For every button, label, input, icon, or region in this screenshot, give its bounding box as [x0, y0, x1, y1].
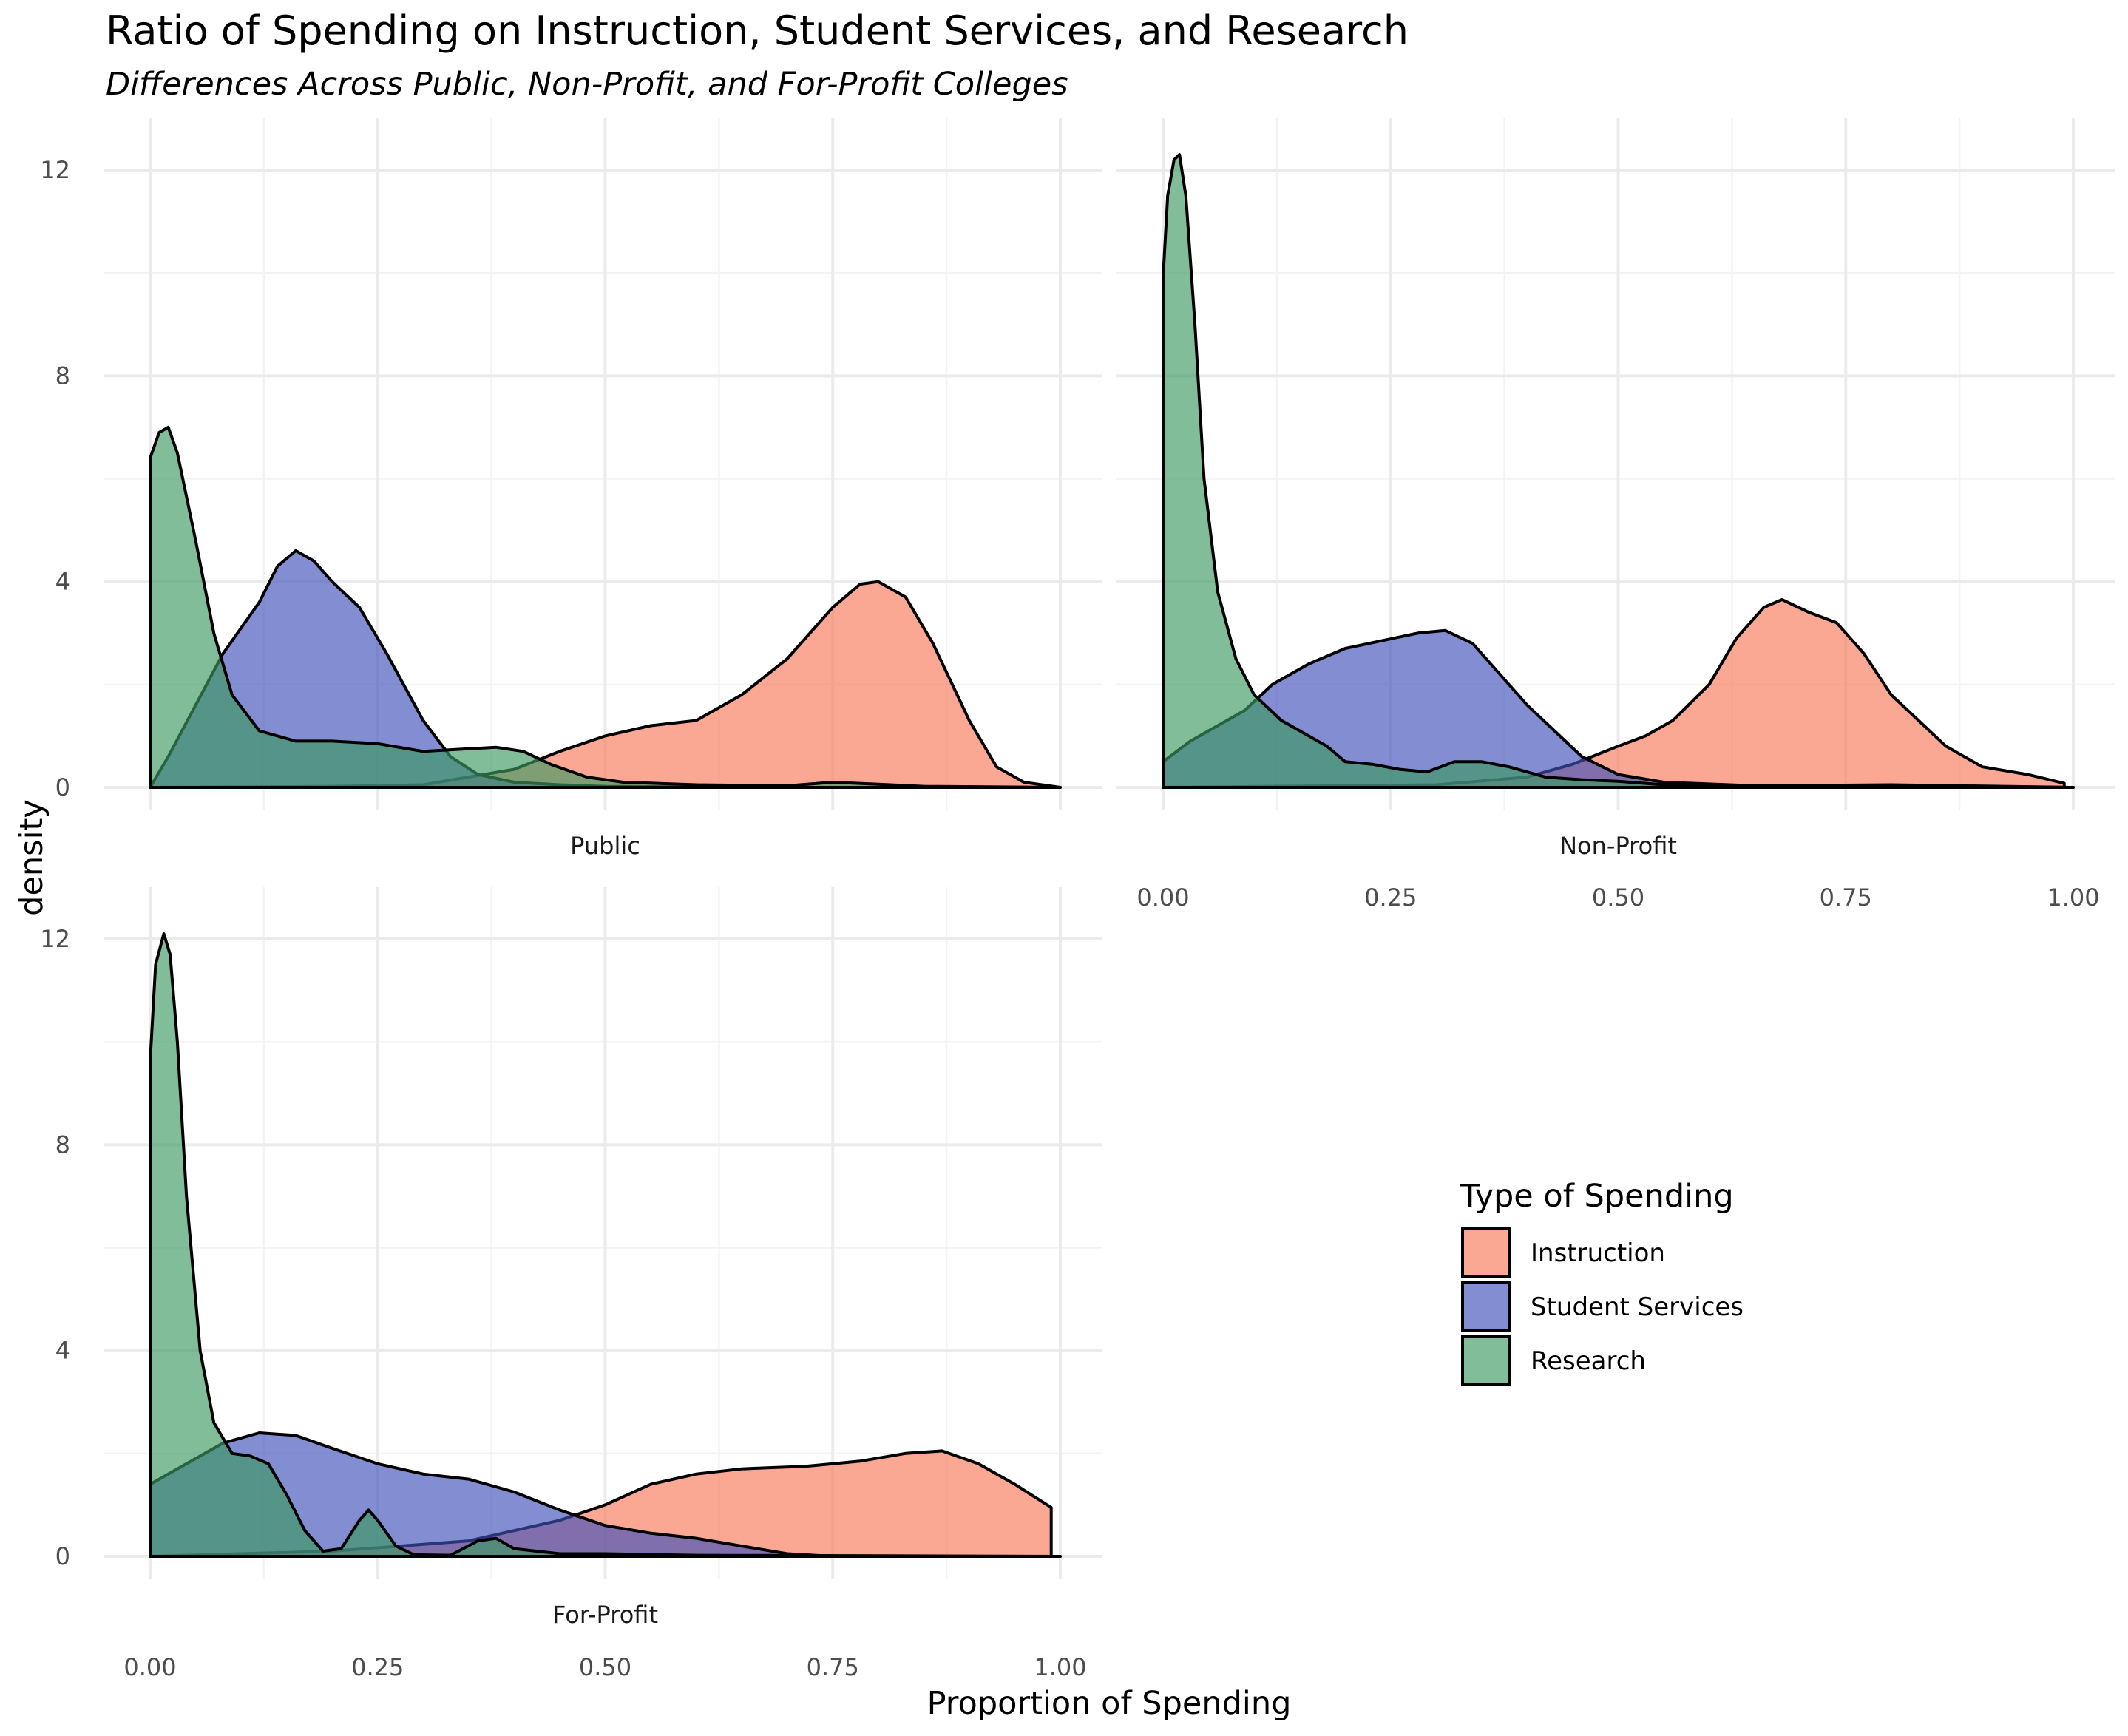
x-tick-label: 0.25: [1364, 884, 1417, 912]
x-tick-label: 0.00: [123, 1653, 176, 1681]
x-tick-label: 0.50: [579, 1653, 631, 1681]
x-tick-label: 0.50: [1592, 884, 1644, 912]
legend-swatch-student-services: [1461, 1281, 1511, 1332]
y-tick-label: 0: [55, 1542, 70, 1570]
x-tick-label: 1.00: [1034, 1653, 1086, 1681]
density-area-research: [1162, 153, 2075, 789]
x-axis-title: Proportion of Spending: [927, 1685, 1292, 1722]
panel-for-profit: For-Profit 0 4 8 12 0.00 0.25 0.50 0.75 1.00: [40, 887, 1102, 1681]
panel-public: Public 0 4 8 12: [40, 118, 1102, 860]
panel-non-profit: Non-Profit 0.00 0.25 0.50 0.75 1.00: [1116, 118, 2115, 912]
chart-title: Ratio of Spending on Instruction, Studen…: [106, 7, 1409, 54]
x-tick-label: 0.75: [807, 1653, 859, 1681]
y-tick-label: 0: [55, 773, 70, 801]
y-tick-label: 8: [55, 1130, 70, 1159]
facet-label-non-profit: Non-Profit: [1559, 832, 1677, 860]
facet-label-for-profit: For-Profit: [552, 1601, 658, 1629]
density-area-research: [149, 425, 1062, 789]
x-tick-label: 1.00: [2047, 884, 2099, 912]
x-tick-label: 0.75: [1820, 884, 1872, 912]
y-tick-label: 12: [40, 156, 70, 184]
legend-swatch-research: [1461, 1335, 1511, 1386]
y-tick-label: 4: [55, 1337, 70, 1365]
legend-label-instruction: Instruction: [1531, 1238, 1665, 1268]
density-area-research: [149, 932, 1062, 1558]
density-area-instruction: [1162, 598, 2066, 789]
facet-label-public: Public: [570, 832, 640, 860]
y-tick-label: 8: [55, 362, 70, 390]
y-axis-title: density: [13, 799, 50, 916]
x-tick-label: 0.00: [1136, 884, 1189, 912]
legend: Type of Spending Instruction Student Serv…: [1460, 1178, 1744, 1386]
y-tick-label: 4: [55, 568, 70, 596]
x-tick-label: 0.25: [351, 1653, 404, 1681]
legend-label-research: Research: [1531, 1346, 1646, 1376]
legend-label-student-services: Student Services: [1531, 1292, 1744, 1322]
chart-subtitle: Differences Across Public, Non-Profit, a…: [106, 66, 1068, 103]
legend-swatch-instruction: [1461, 1227, 1511, 1278]
y-tick-label: 12: [40, 925, 70, 953]
legend-title: Type of Spending: [1460, 1178, 1734, 1215]
